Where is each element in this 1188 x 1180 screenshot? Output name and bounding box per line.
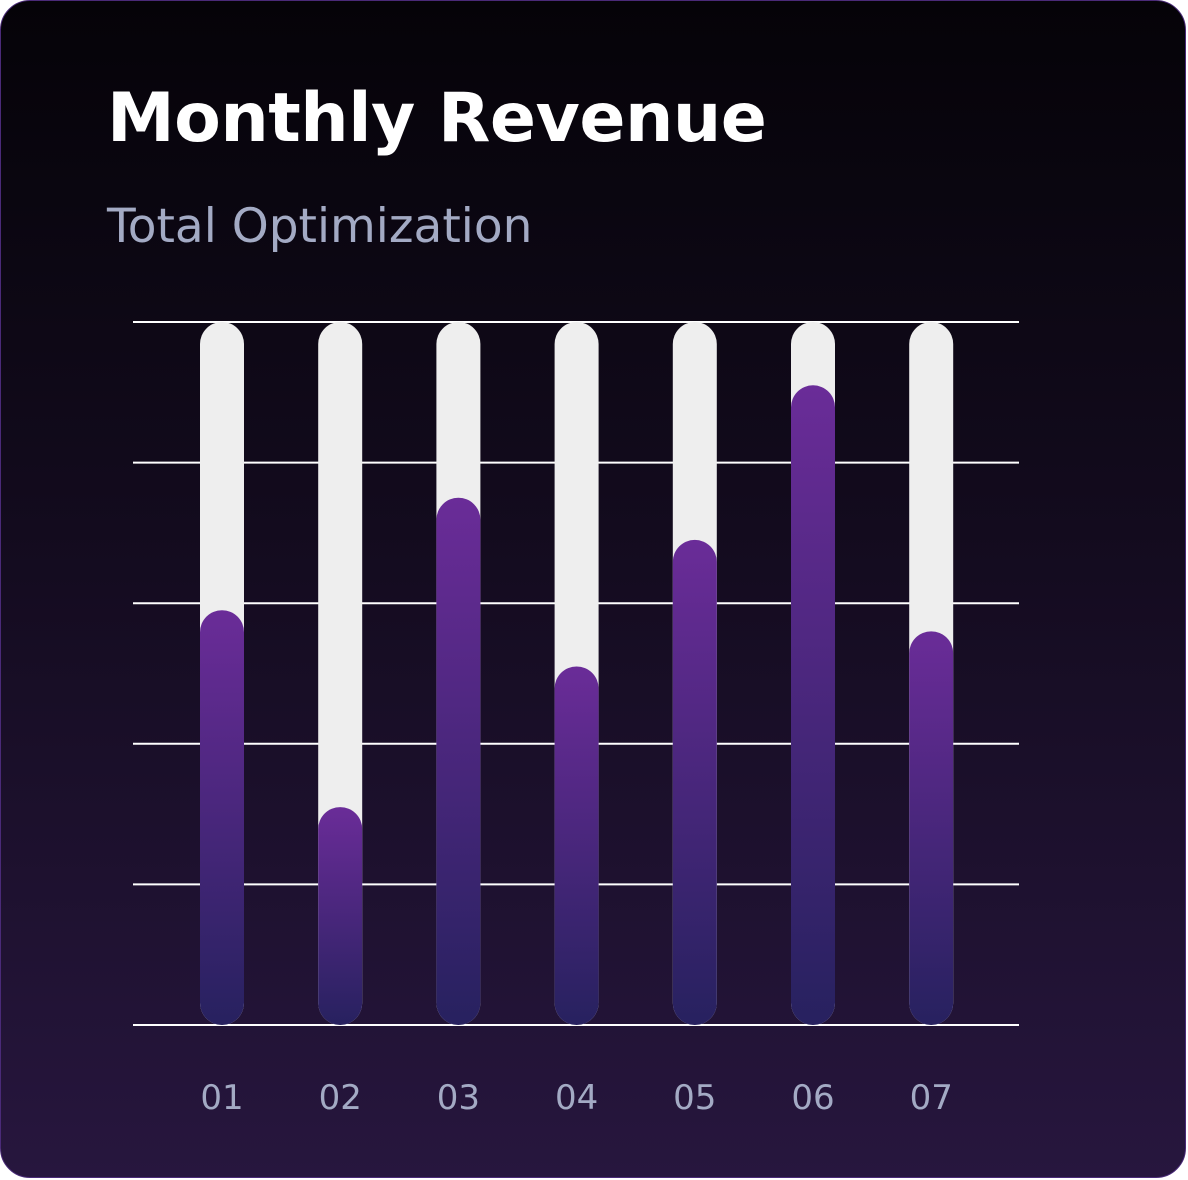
x-tick-label-07: 07 bbox=[910, 1078, 953, 1118]
bar-07 bbox=[909, 631, 954, 1025]
bar-02 bbox=[318, 807, 363, 1025]
x-tick-labels: 01 02 03 04 05 06 07 bbox=[200, 1078, 952, 1118]
bar-04 bbox=[554, 666, 599, 1025]
bars bbox=[200, 322, 954, 1025]
chart-subtitle: Total Optimization bbox=[107, 199, 533, 254]
x-tick-label-01: 01 bbox=[200, 1078, 243, 1118]
bar-06 bbox=[791, 385, 835, 1025]
x-tick-label-03: 03 bbox=[437, 1078, 480, 1118]
x-tick-label-04: 04 bbox=[555, 1078, 598, 1118]
x-tick-label-02: 02 bbox=[319, 1078, 362, 1118]
x-tick-label-05: 05 bbox=[673, 1078, 716, 1118]
x-tick-label-06: 06 bbox=[791, 1078, 834, 1118]
bar-01 bbox=[200, 610, 244, 1025]
bar-05 bbox=[672, 539, 717, 1025]
bar-03 bbox=[436, 497, 481, 1025]
chart-title: Monthly Revenue bbox=[107, 79, 767, 158]
